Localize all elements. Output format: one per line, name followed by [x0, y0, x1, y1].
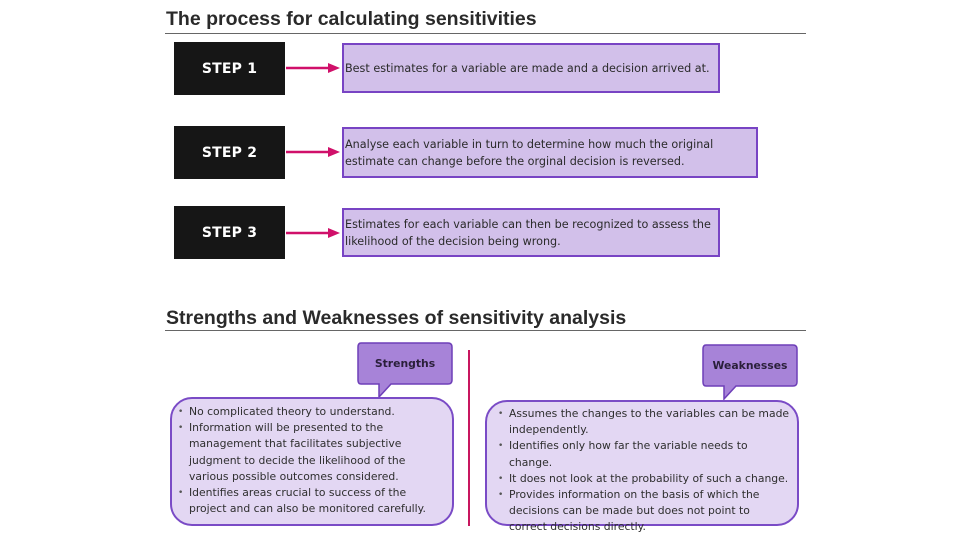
- strengths-item: No complicated theory to understand.: [174, 404, 446, 420]
- weaknesses-label: Weaknesses: [712, 358, 788, 372]
- divider-line: [468, 350, 470, 526]
- strengths-callout: Strengths: [357, 342, 453, 398]
- strengths-panel: No complicated theory to understand. Inf…: [170, 397, 454, 526]
- analysis-underline: [165, 330, 806, 331]
- strengths-item: Information will be presented to the man…: [174, 420, 446, 485]
- weaknesses-panel: Assumes the changes to the variables can…: [485, 400, 799, 533]
- step-3-description: Estimates for each variable can then be …: [342, 208, 720, 257]
- speech-bubble-icon: [357, 342, 453, 398]
- weaknesses-callout: Weaknesses: [702, 344, 798, 400]
- weaknesses-item: It does not look at the probability of s…: [494, 471, 791, 487]
- step-1-box: STEP 1: [174, 42, 285, 95]
- arrow-icon: [286, 147, 340, 157]
- step-2-box: STEP 2: [174, 126, 285, 179]
- step-2-description: Analyse each variable in turn to determi…: [342, 127, 758, 178]
- step-3-box: STEP 3: [174, 206, 285, 259]
- weaknesses-item: Identifies only how far the variable nee…: [494, 438, 791, 470]
- weaknesses-item: Provides information on the basis of whi…: [494, 487, 791, 536]
- strengths-label: Strengths: [374, 356, 436, 370]
- process-title: The process for calculating sensitivitie…: [166, 8, 537, 30]
- analysis-title: Strengths and Weaknesses of sensitivity …: [166, 307, 627, 329]
- step-1-description: Best estimates for a variable are made a…: [342, 43, 720, 93]
- title-underline: [165, 33, 806, 34]
- arrow-icon: [286, 228, 340, 238]
- arrow-icon: [286, 63, 340, 73]
- weaknesses-item: Assumes the changes to the variables can…: [494, 406, 791, 438]
- speech-bubble-icon: [702, 344, 798, 400]
- strengths-item: Identifies areas crucial to success of t…: [174, 485, 446, 517]
